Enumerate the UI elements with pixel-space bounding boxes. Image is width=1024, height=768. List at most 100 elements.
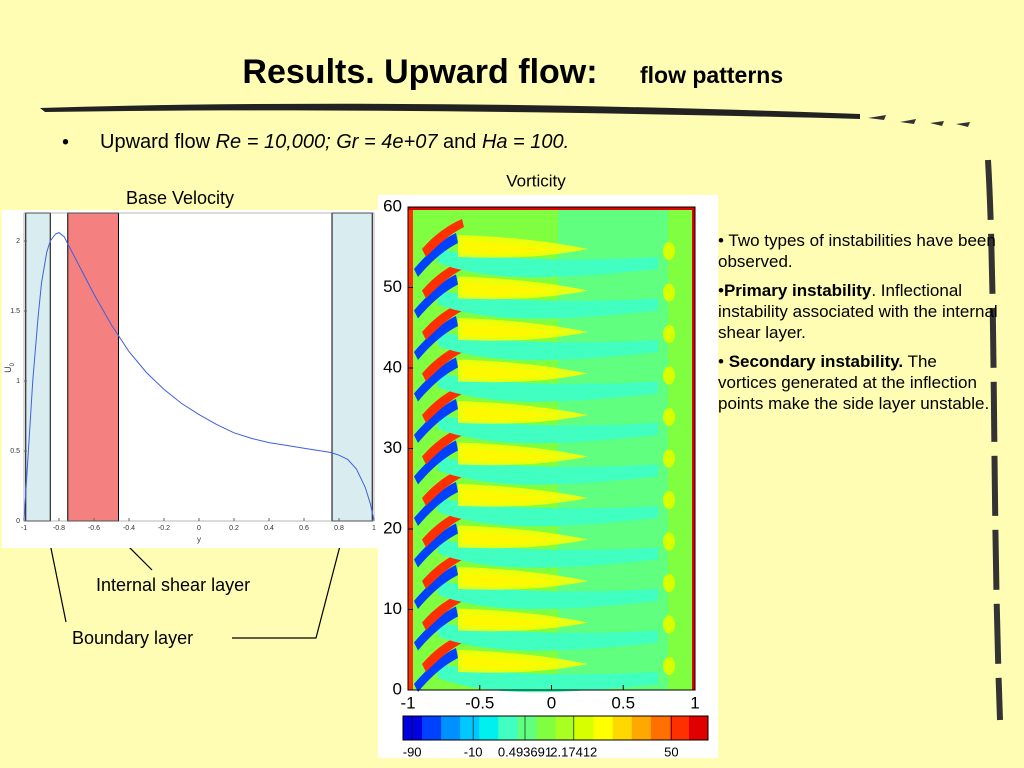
- field-side: [663, 491, 675, 509]
- note-text: . Inflectional instability associated wi…: [718, 281, 998, 342]
- colorbar-swatch: [612, 716, 633, 740]
- field-side: [663, 615, 675, 634]
- y-tick-label: 0.5: [10, 448, 20, 455]
- field-tongue: [458, 525, 588, 549]
- x-tick-label: -1: [400, 693, 415, 712]
- x-tick-label: 0: [197, 525, 201, 532]
- x-axis-label: y: [197, 535, 201, 544]
- field-tongue: [458, 608, 588, 632]
- field-streak-blue: [414, 233, 458, 277]
- notes: • Two types of instabilities have been o…: [718, 230, 998, 422]
- x-tick-label: 0.2: [229, 525, 239, 532]
- y-tick-label: 40: [383, 357, 402, 376]
- annotation: Boundary layer: [72, 628, 193, 648]
- field-cyan: [438, 290, 658, 319]
- field-streak-blue: [414, 648, 458, 692]
- field-tongue: [458, 567, 588, 590]
- colorbar-label: 50: [664, 744, 678, 759]
- bullet-text: and: [443, 131, 476, 153]
- field-streak-red: [422, 509, 464, 548]
- x-tick-label: -0.2: [158, 525, 170, 532]
- y-tick-label: 10: [383, 599, 402, 618]
- note-marker: •: [718, 281, 724, 300]
- field-streak-red: [422, 468, 464, 506]
- note: •Primary instability. Inflectional insta…: [718, 280, 998, 343]
- y-tick-label: 0: [16, 518, 20, 525]
- brush-side: [985, 159, 1003, 721]
- field-streak-blue: [414, 399, 458, 443]
- colorbar-label: 0.493691: [498, 744, 552, 759]
- title: Results. Upward flow:: [242, 53, 597, 91]
- chart-title: Base Velocity: [126, 188, 234, 208]
- field-cyan: [438, 539, 658, 568]
- note-marker: •: [718, 231, 724, 250]
- colorbar-swatch: [422, 716, 442, 740]
- colorbar-swatch: [498, 716, 518, 740]
- field-tongue: [458, 359, 588, 383]
- field-cyan: [438, 415, 658, 444]
- field-tongue: [458, 276, 588, 300]
- field-side: [663, 574, 675, 592]
- x-tick-label: 1: [372, 525, 376, 532]
- plot-background: [2, 210, 378, 548]
- x-tick-label: 0: [547, 693, 556, 712]
- note: • Two types of instabilities have been o…: [718, 230, 998, 272]
- field-side: [663, 325, 675, 343]
- y-tick-label: 60: [383, 196, 402, 215]
- field-streak-blue: [414, 357, 458, 402]
- colorbar-swatch: [441, 716, 461, 740]
- field-side: [663, 408, 675, 426]
- field-streak-blue: [414, 565, 458, 609]
- colorbar-swatch: [403, 716, 423, 740]
- y-axis-label-sub: 0: [10, 362, 16, 366]
- chart-title: Vorticity: [506, 171, 566, 190]
- field-tongue: [458, 442, 588, 466]
- field-side: [663, 366, 675, 385]
- field-side: [663, 532, 675, 551]
- field-cyan: [438, 581, 658, 610]
- field-cyan: [438, 622, 658, 651]
- field-tongue: [458, 401, 588, 424]
- field-streak-blue: [414, 274, 458, 319]
- region: [25, 212, 51, 522]
- colorbar-label: 2.17412: [550, 744, 597, 759]
- note-bold: Secondary instability.: [728, 352, 904, 371]
- vorticity-field: [408, 207, 695, 693]
- x-tick-label: -1: [21, 525, 27, 532]
- field-streak-blue: [414, 316, 458, 360]
- colorbar-frame: [402, 715, 709, 741]
- x-tick-label: -0.6: [88, 525, 100, 532]
- annotation: Internal shear layer: [96, 575, 250, 595]
- y-tick-label: 0: [393, 679, 402, 698]
- bullet: Upward flow Re = 10,000; Gr = 4e+07 and …: [100, 131, 569, 153]
- colorbar-swatch: [536, 716, 556, 740]
- x-tick-label: 0.8: [334, 525, 344, 532]
- colorbar-swatch: [593, 716, 614, 740]
- note-text: The vortices generated at the inflection…: [718, 352, 990, 413]
- wall-top: [408, 207, 695, 210]
- field-streak-blue: [414, 482, 458, 526]
- x-tick-label: 1: [690, 693, 699, 712]
- note: • Secondary instability. The vortices ge…: [718, 351, 998, 414]
- y-tick-label: 20: [383, 518, 402, 537]
- field-streak-red: [422, 592, 464, 631]
- colorbar-swatch: [631, 716, 652, 740]
- field-streak-blue: [414, 440, 458, 485]
- colorbar-swatch: [555, 716, 576, 740]
- field-streak-red: [422, 551, 464, 589]
- field-side: [663, 242, 675, 260]
- brush-dashes: [868, 115, 970, 127]
- field-band: [558, 207, 668, 690]
- y-tick-label: 2: [16, 238, 20, 245]
- colorbar-swatch: [517, 716, 537, 740]
- field-tongue: [458, 235, 588, 258]
- colorbar-swatch: [574, 716, 595, 740]
- y-tick-label: 50: [383, 277, 402, 296]
- field-side: [663, 449, 675, 468]
- y-axis-label: U0: [3, 362, 15, 373]
- colorbar-swatch: [479, 716, 499, 740]
- field-tongue: [458, 318, 588, 341]
- field-side: [663, 657, 675, 675]
